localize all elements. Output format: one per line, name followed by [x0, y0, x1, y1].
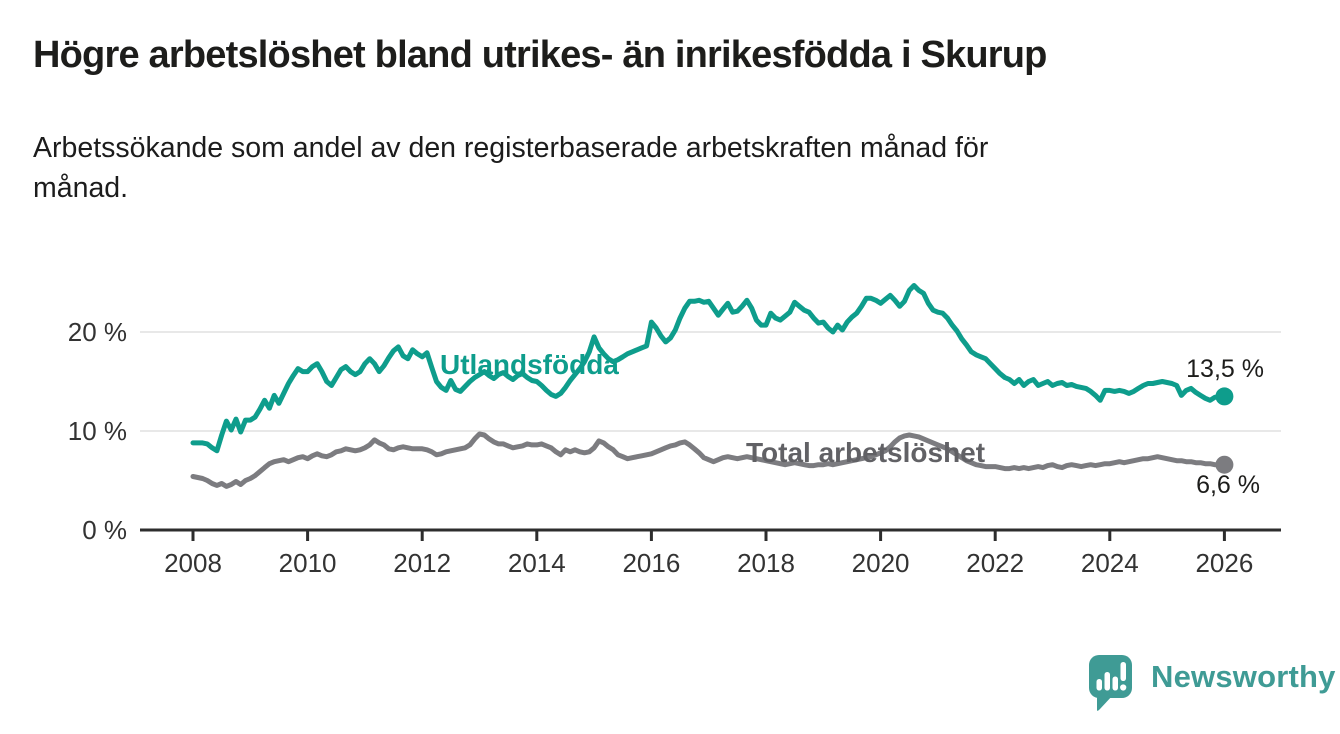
total-arbetsloshet-end-dot [1215, 455, 1234, 474]
x-axis-tick-label: 2022 [966, 548, 1024, 578]
total-arbetsloshet-line [190, 431, 1227, 489]
x-axis-tick-label: 2026 [1195, 548, 1253, 578]
utlandsfodda-series-label: Utlandsfödda [440, 349, 619, 380]
total-arbetsloshet-series-label: Total arbetslöshet [746, 437, 985, 468]
chart-title: Högre arbetslöshet bland utrikes- än inr… [33, 34, 1047, 76]
x-axis-tick-label: 2020 [852, 548, 910, 578]
newsworthy-logo-icon [1089, 655, 1132, 711]
utlandsfodda-end-dot [1215, 387, 1234, 406]
x-axis-tick-label: 2008 [164, 548, 222, 578]
utlandsfodda-line [190, 283, 1227, 454]
utlandsfodda-latest-value-label: 13,5 % [1186, 355, 1264, 383]
y-axis-tick-label: 0 % [82, 515, 127, 545]
x-axis-tick-label: 2018 [737, 548, 795, 578]
x-axis-tick-label: 2014 [508, 548, 566, 578]
newsworthy-brand: Newsworthy [1086, 652, 1336, 712]
x-axis-tick-label: 2012 [393, 548, 451, 578]
y-axis-tick-label: 20 % [68, 317, 127, 347]
x-axis-tick-label: 2016 [622, 548, 680, 578]
total-arbetsloshet-latest-value-label: 6,6 % [1196, 471, 1260, 499]
x-axis-tick-label: 2024 [1081, 548, 1139, 578]
chart-subtitle: Arbetssökande som andel av den registerb… [33, 132, 989, 205]
y-axis-tick-label: 10 % [68, 416, 127, 446]
x-axis-tick-label: 2010 [279, 548, 337, 578]
brand-name: Newsworthy [1151, 659, 1336, 694]
